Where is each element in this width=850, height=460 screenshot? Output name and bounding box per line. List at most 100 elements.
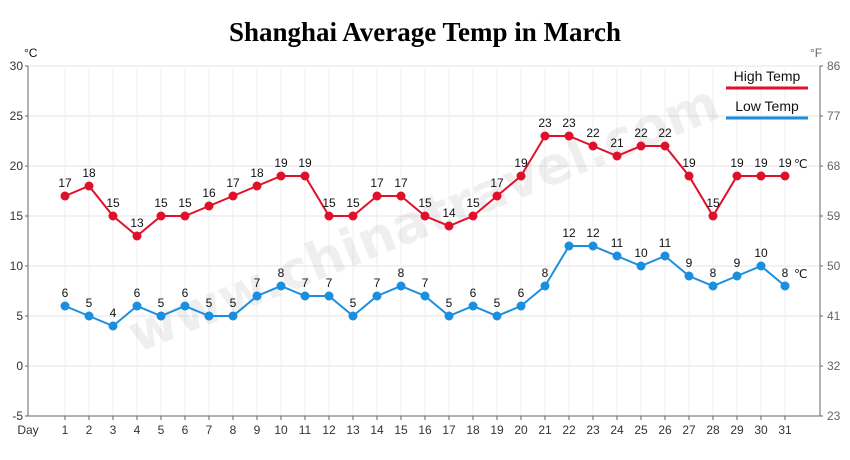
data-label: 6 (182, 286, 189, 300)
data-label: 8 (542, 266, 549, 280)
x-tick-label: 1 (62, 423, 69, 437)
x-tick-label: 18 (466, 423, 480, 437)
data-point (732, 171, 742, 181)
data-label: 5 (86, 296, 93, 310)
data-label: 17 (490, 176, 504, 190)
series-layer: 17 18 15 13 15 15 16 17 18 19 19 15 15 17 17 15 14 15 17 19… (58, 116, 807, 331)
right-tick-label: 86 (827, 59, 841, 73)
data-label: 5 (230, 296, 237, 310)
data-point (108, 321, 118, 331)
data-label: 7 (422, 276, 429, 290)
data-point (684, 171, 694, 181)
data-point (540, 281, 550, 291)
data-label: 5 (446, 296, 453, 310)
data-label: 15 (178, 196, 192, 210)
data-label: 17 (394, 176, 408, 190)
data-point (564, 131, 574, 141)
data-point (348, 211, 358, 221)
data-label: 15 (154, 196, 168, 210)
data-point (420, 211, 430, 221)
data-label: 7 (374, 276, 381, 290)
data-point (60, 301, 70, 311)
data-label: 9 (734, 256, 741, 270)
y-tick-label: 30 (10, 59, 24, 73)
data-point (612, 251, 622, 261)
data-label: 8 (278, 266, 285, 280)
data-point (372, 291, 382, 301)
series-high-temp: 17 18 15 13 15 15 16 17 18 19 19 15 15 17 17 15 14 15 17 19… (58, 116, 807, 241)
x-tick-label: 9 (254, 423, 261, 437)
data-label: 19 (754, 156, 768, 170)
data-point (636, 261, 646, 271)
data-point (300, 171, 310, 181)
grid-lines (28, 65, 820, 417)
data-point (684, 271, 694, 281)
data-label: 19 (298, 156, 312, 170)
y-tick-label: 15 (10, 209, 24, 223)
data-point (588, 141, 598, 151)
data-point (588, 241, 598, 251)
data-point (492, 311, 502, 321)
right-tick-label: 23 (827, 409, 841, 423)
data-point (540, 131, 550, 141)
x-tick-label: 27 (682, 423, 696, 437)
data-label: 19 (778, 156, 792, 170)
x-axis-label: Day (17, 423, 38, 437)
data-label: 19 (730, 156, 744, 170)
y-tick-label: -5 (12, 409, 23, 423)
data-point (324, 291, 334, 301)
x-tick-label: 24 (610, 423, 624, 437)
data-point (252, 291, 262, 301)
y-tick-label: 5 (16, 309, 23, 323)
x-tick-label: 30 (754, 423, 768, 437)
x-tick-label: 29 (730, 423, 744, 437)
data-label: 22 (586, 126, 600, 140)
data-label: 15 (346, 196, 360, 210)
data-label: 7 (326, 276, 333, 290)
legend-label: High Temp (734, 68, 801, 84)
right-tick-label: 77 (827, 109, 841, 123)
data-point (180, 211, 190, 221)
data-point (372, 191, 382, 201)
series-end-unit: ℃ (794, 267, 807, 281)
data-label: 5 (494, 296, 501, 310)
data-label: 15 (706, 196, 720, 210)
data-label: 8 (710, 266, 717, 280)
x-tick-label: 31 (778, 423, 792, 437)
data-point (732, 271, 742, 281)
data-point (204, 201, 214, 211)
data-point (660, 251, 670, 261)
data-label: 11 (659, 236, 672, 250)
data-label: 19 (682, 156, 696, 170)
data-label: 18 (250, 166, 264, 180)
x-tick-label: 8 (230, 423, 237, 437)
data-label: 22 (658, 126, 672, 140)
data-label: 10 (754, 246, 768, 260)
data-point (444, 221, 454, 231)
x-tick-label: 21 (538, 423, 552, 437)
data-label: 5 (206, 296, 213, 310)
left-axis-unit: °C (24, 46, 38, 60)
data-point (84, 311, 94, 321)
data-point (228, 191, 238, 201)
data-label: 11 (611, 236, 624, 250)
x-tick-label: 2 (86, 423, 93, 437)
data-point (204, 311, 214, 321)
data-point (612, 151, 622, 161)
data-point (156, 311, 166, 321)
data-point (516, 171, 526, 181)
data-point (564, 241, 574, 251)
data-label: 15 (466, 196, 480, 210)
data-label: 12 (586, 226, 600, 240)
data-label: 6 (62, 286, 69, 300)
x-tick-label: 22 (562, 423, 576, 437)
data-point (396, 281, 406, 291)
x-tick-label: 20 (514, 423, 528, 437)
data-point (708, 211, 718, 221)
data-point (468, 301, 478, 311)
x-tick-label: 13 (346, 423, 360, 437)
x-tick-label: 10 (274, 423, 288, 437)
data-label: 19 (274, 156, 288, 170)
